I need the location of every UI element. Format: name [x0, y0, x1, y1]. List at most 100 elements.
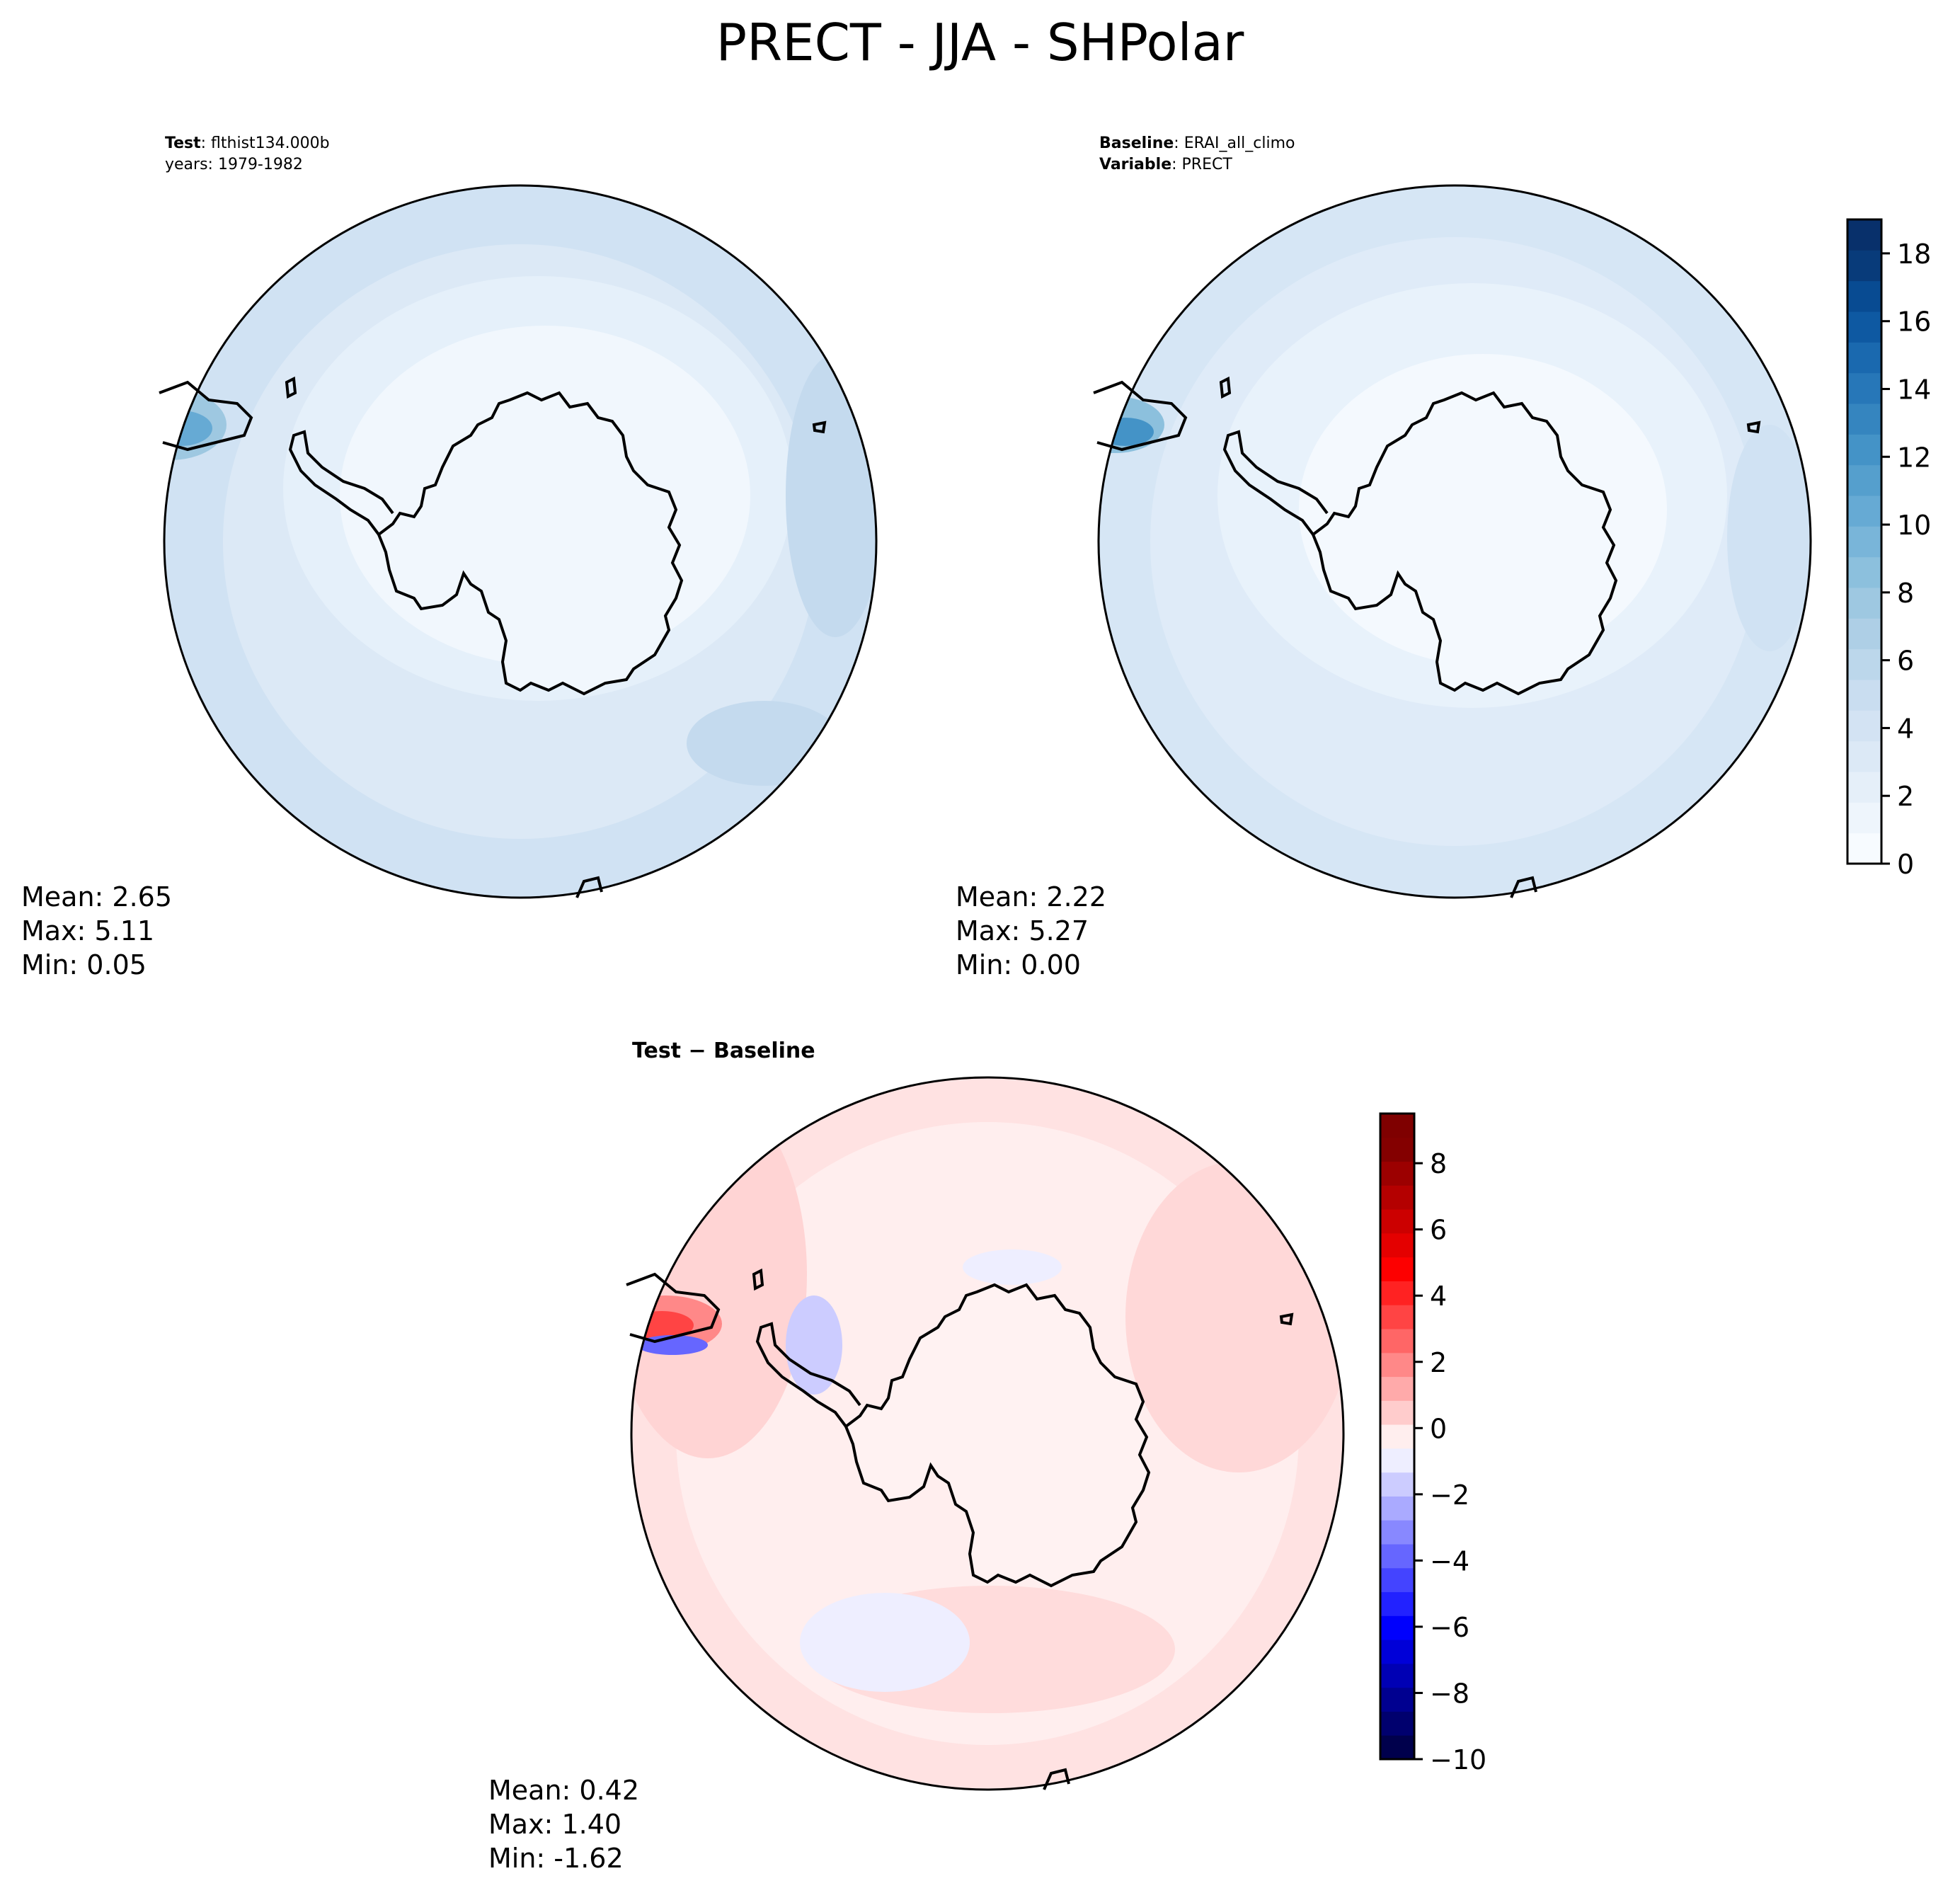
- baseline-colorbar-tick-label: 8: [1897, 578, 1914, 609]
- baseline-colorbar-color-band: [1847, 833, 1881, 864]
- baseline-colorbar-tick-label: 2: [1897, 781, 1914, 812]
- diff-colorbar-color-band: [1380, 1114, 1414, 1138]
- diff-colorbar-tick-label: 4: [1430, 1281, 1447, 1312]
- diff-colorbar-color-band: [1380, 1591, 1414, 1616]
- diff-colorbar-tick-label: −2: [1430, 1480, 1469, 1511]
- diff-colorbar-color-band: [1380, 1735, 1414, 1760]
- baseline-colorbar-color-band: [1847, 588, 1881, 619]
- diff-colorbar-color-band: [1380, 1615, 1414, 1640]
- baseline-colorbar-frame: [1846, 218, 1883, 865]
- test-max: Max: 5.11: [21, 915, 155, 946]
- baseline-name: ERAI_all_climo: [1184, 135, 1295, 152]
- baseline-colorbar-color-band: [1847, 526, 1881, 558]
- baseline-colorbar-color-band: [1847, 648, 1881, 680]
- test-header: Test: flthist134.000b years: 1979-1982: [165, 135, 330, 173]
- diff-colorbar-color-band: [1380, 1305, 1414, 1329]
- diff-colorbar-tick-label: 6: [1430, 1215, 1447, 1246]
- baseline-colorbar: 0 2 4 6 8 10 12 14 16 18: [1846, 218, 1931, 880]
- diff-map: [625, 1076, 1345, 1791]
- test-min: Min: 0.05: [21, 949, 147, 980]
- diff-colorbar-color-band: [1380, 1329, 1414, 1354]
- diff-colorbar-color-band: [1380, 1400, 1414, 1425]
- baseline-colorbar-tick-label: 4: [1897, 713, 1914, 744]
- diff-colorbar-frame: [1379, 1112, 1416, 1761]
- baseline-colorbar-tick-label: 10: [1897, 510, 1931, 541]
- baseline-colorbar-color-band: [1847, 618, 1881, 650]
- diff-colorbar-color-band: [1380, 1640, 1414, 1664]
- baseline-colorbar-tick-label: 12: [1897, 442, 1931, 473]
- variable-name: PRECT: [1181, 156, 1232, 173]
- test-label: Test: [165, 135, 201, 152]
- diff-colorbar-color-band: [1380, 1257, 1414, 1281]
- test-stats: Mean: 2.65 Max: 5.11 Min: 0.05: [21, 880, 172, 982]
- baseline-colorbar-color-band: [1847, 404, 1881, 435]
- baseline-colorbar-color-band: [1847, 342, 1881, 374]
- diff-colorbar-color-band: [1380, 1687, 1414, 1712]
- baseline-colorbar-color-band: [1847, 250, 1881, 282]
- diff-mean: Mean: 0.42: [488, 1775, 640, 1806]
- baseline-label: Baseline: [1099, 135, 1174, 152]
- variable-label: Variable: [1099, 156, 1172, 173]
- diff-colorbar-color-band: [1380, 1663, 1414, 1688]
- diff-colorbar-color-band: [1380, 1567, 1414, 1593]
- diff-colorbar-tick-label: −6: [1430, 1612, 1469, 1643]
- diff-colorbar-color-band: [1380, 1209, 1414, 1234]
- test-name: flthist134.000b: [211, 135, 330, 152]
- baseline-colorbar-color-band: [1847, 710, 1881, 742]
- diff-colorbar-color-band: [1380, 1544, 1414, 1569]
- baseline-colorbar-color-band: [1847, 280, 1881, 312]
- diff-colorbar: −10 −8 −6 −4 −2 0 2 4 6 8: [1379, 1112, 1486, 1775]
- diff-colorbar-tick-label: 8: [1430, 1148, 1447, 1179]
- test-years: years: 1979-1982: [165, 156, 303, 173]
- diff-max: Max: 1.40: [488, 1809, 622, 1840]
- diff-colorbar-color-band: [1380, 1496, 1414, 1521]
- baseline-min: Min: 0.00: [956, 949, 1081, 980]
- baseline-colorbar-tick-label: 18: [1897, 239, 1931, 270]
- baseline-colorbar-color-band: [1847, 740, 1881, 772]
- diff-header: Test − Baseline: [632, 1039, 815, 1063]
- baseline-colorbar-color-band: [1847, 311, 1881, 343]
- diff-colorbar-color-band: [1380, 1448, 1414, 1473]
- baseline-colorbar-tick-label: 0: [1897, 849, 1914, 880]
- baseline-colorbar-color-band: [1847, 372, 1881, 404]
- baseline-colorbar-color-band: [1847, 772, 1881, 803]
- diff-colorbar-tick-label: −8: [1430, 1678, 1469, 1709]
- diff-colorbar-color-band: [1380, 1232, 1414, 1258]
- baseline-colorbar-color-band: [1847, 464, 1881, 496]
- baseline-colorbar-color-band: [1847, 434, 1881, 466]
- baseline-colorbar-tick-label: 14: [1897, 374, 1931, 405]
- diff-colorbar-color-band: [1380, 1424, 1414, 1449]
- baseline-max: Max: 5.27: [956, 915, 1089, 946]
- baseline-map: [1092, 184, 1812, 899]
- diff-colorbar-color-band: [1380, 1185, 1414, 1210]
- test-map: [158, 184, 878, 899]
- baseline-colorbar-tick-label: 6: [1897, 646, 1914, 677]
- baseline-colorbar-color-band: [1847, 219, 1881, 251]
- diff-colorbar-tick-label: −4: [1430, 1545, 1469, 1577]
- diff-colorbar-color-band: [1380, 1472, 1414, 1497]
- figure-title: PRECT - JJA - SHPolar: [716, 13, 1244, 72]
- diff-colorbar-color-band: [1380, 1352, 1414, 1378]
- baseline-colorbar-color-band: [1847, 556, 1881, 588]
- baseline-header: Baseline: ERAI_all_climo Variable: PRECT: [1099, 135, 1295, 173]
- baseline-colorbar-color-band: [1847, 680, 1881, 711]
- baseline-stats: Mean: 2.22 Max: 5.27 Min: 0.00: [956, 880, 1106, 982]
- diff-colorbar-tick-label: 0: [1430, 1413, 1447, 1444]
- diff-colorbar-color-band: [1380, 1281, 1414, 1305]
- baseline-colorbar-color-band: [1847, 802, 1881, 834]
- diff-colorbar-tick-label: −10: [1430, 1744, 1486, 1775]
- diff-colorbar-color-band: [1380, 1376, 1414, 1401]
- diff-min: Min: -1.62: [488, 1843, 624, 1874]
- baseline-mean: Mean: 2.22: [956, 881, 1107, 912]
- diff-colorbar-color-band: [1380, 1520, 1414, 1545]
- diff-colorbar-color-band: [1380, 1161, 1414, 1186]
- test-mean: Mean: 2.65: [21, 881, 173, 912]
- baseline-colorbar-color-band: [1847, 496, 1881, 527]
- diff-colorbar-color-band: [1380, 1137, 1414, 1162]
- baseline-colorbar-tick-label: 16: [1897, 307, 1931, 338]
- diff-colorbar-tick-label: 2: [1430, 1347, 1447, 1378]
- diff-colorbar-color-band: [1380, 1711, 1414, 1736]
- diff-stats: Mean: 0.42 Max: 1.40 Min: -1.62: [488, 1773, 639, 1875]
